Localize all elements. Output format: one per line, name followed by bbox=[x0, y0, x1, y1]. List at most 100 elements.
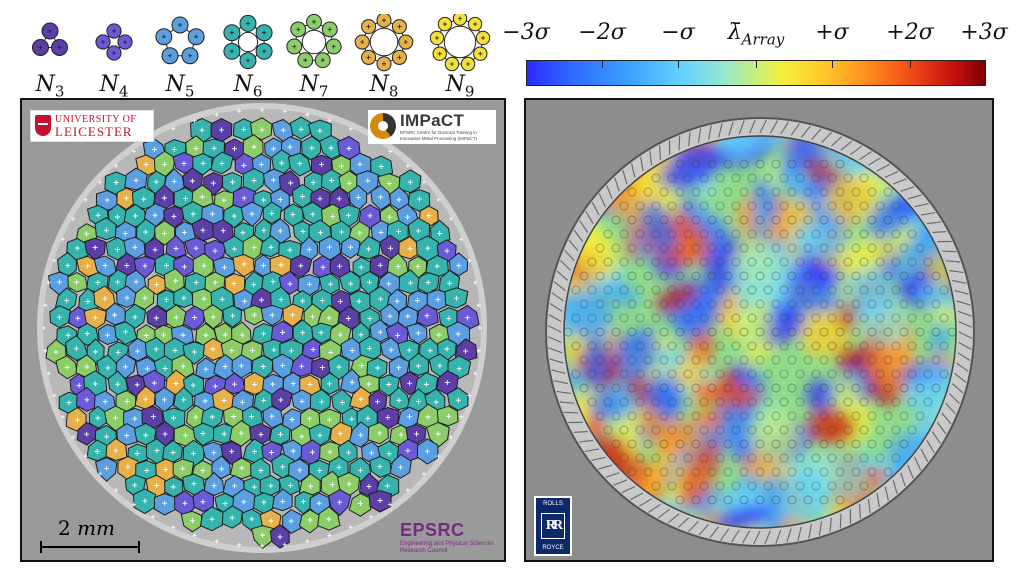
particle-outline bbox=[587, 313, 597, 323]
particle-outline bbox=[755, 243, 765, 253]
particle-outline bbox=[667, 341, 677, 351]
cell-centroid bbox=[115, 279, 121, 285]
particle-outline bbox=[627, 355, 637, 365]
cell-centroid bbox=[316, 500, 322, 506]
particle-outline bbox=[899, 327, 909, 337]
cell-centroid bbox=[152, 212, 158, 218]
cell-centroid bbox=[385, 414, 391, 420]
particle-outline bbox=[747, 397, 757, 407]
cell-centroid bbox=[337, 431, 343, 437]
cell-centroid bbox=[181, 295, 187, 301]
cell-centroid bbox=[133, 279, 139, 285]
rr-top-text: ROLLS bbox=[543, 501, 563, 507]
particle-outline bbox=[611, 215, 621, 225]
particle-outline bbox=[843, 257, 853, 267]
cell-centroid bbox=[278, 297, 284, 303]
cell-centroid bbox=[378, 229, 384, 235]
cell-centroid bbox=[268, 518, 274, 524]
cell-centroid bbox=[241, 195, 247, 201]
rim-texture bbox=[584, 448, 600, 453]
cell-centroid bbox=[269, 450, 274, 455]
particle-outline bbox=[747, 313, 757, 323]
cell-centroid bbox=[444, 380, 450, 386]
cell-centroid bbox=[162, 397, 167, 403]
particle-outline bbox=[587, 341, 597, 351]
particle-outline bbox=[763, 425, 773, 435]
voronoi-cell bbox=[94, 217, 118, 241]
particle-outline bbox=[699, 369, 709, 379]
particle-outline bbox=[819, 355, 829, 365]
particle-outline bbox=[627, 383, 637, 393]
particle-outline bbox=[627, 467, 637, 477]
cell-centroid bbox=[355, 195, 361, 200]
cell-centroid bbox=[151, 380, 157, 386]
voronoi-cell bbox=[192, 153, 213, 176]
heat-blob bbox=[715, 504, 771, 528]
edge-centroid bbox=[467, 258, 472, 263]
particle-outline bbox=[691, 271, 701, 281]
particle-outline bbox=[627, 243, 637, 253]
cell-centroid bbox=[346, 146, 352, 151]
edge-centroid bbox=[388, 149, 393, 154]
particle-outline bbox=[715, 285, 725, 295]
cell-centroid bbox=[396, 397, 402, 403]
rim-texture bbox=[718, 123, 723, 138]
rim-texture bbox=[548, 314, 562, 323]
particle-outline bbox=[907, 229, 917, 239]
particle-outline bbox=[619, 201, 629, 211]
cell-centroid bbox=[143, 333, 149, 338]
particle-outline bbox=[891, 369, 901, 379]
particle-outline bbox=[691, 355, 701, 365]
cell-centroid bbox=[329, 482, 335, 488]
particle-outline bbox=[763, 229, 773, 239]
rim-texture bbox=[667, 513, 680, 524]
n4-motif-icon bbox=[95, 23, 133, 61]
cell-centroid bbox=[415, 363, 421, 369]
particle-outline bbox=[683, 201, 693, 211]
edge-centroid bbox=[171, 525, 176, 530]
particle-outline bbox=[811, 369, 821, 379]
cell-centroid bbox=[231, 281, 237, 286]
particle-outline bbox=[675, 299, 685, 309]
particle-outline bbox=[939, 313, 949, 323]
cell-centroid bbox=[306, 247, 312, 253]
cell-centroid bbox=[387, 313, 393, 319]
legend-label: N7 bbox=[299, 72, 329, 101]
particle-outline bbox=[795, 369, 805, 379]
particle-outline bbox=[811, 201, 821, 211]
particle-outline bbox=[875, 201, 885, 211]
legend-n3: N3 bbox=[20, 14, 80, 106]
particle-outline bbox=[683, 257, 693, 267]
cell-centroid bbox=[307, 517, 313, 523]
rim-texture bbox=[547, 336, 562, 343]
cell-centroid bbox=[259, 127, 265, 133]
particle-outline bbox=[611, 383, 621, 393]
cell-centroid bbox=[229, 448, 235, 454]
particle-outline bbox=[595, 411, 605, 421]
cell-centroid bbox=[395, 264, 401, 269]
rim-texture bbox=[786, 528, 792, 543]
particle-outline bbox=[699, 285, 709, 295]
rim-texture bbox=[957, 352, 971, 361]
cell-centroid bbox=[280, 498, 286, 504]
rim-texture bbox=[800, 125, 811, 138]
heat-blob bbox=[806, 408, 856, 445]
cell-centroid bbox=[222, 501, 228, 507]
edge-centroid bbox=[83, 197, 88, 202]
particle-outline bbox=[611, 327, 621, 337]
particle-outline bbox=[811, 341, 821, 351]
cell-centroid bbox=[277, 228, 283, 234]
particle-outline bbox=[787, 439, 797, 449]
particle-outline bbox=[763, 285, 773, 295]
cell-centroid bbox=[436, 332, 442, 338]
particle-outline bbox=[731, 425, 741, 435]
particle-outline bbox=[619, 369, 629, 379]
particle-outline bbox=[707, 383, 717, 393]
cell-centroid bbox=[190, 382, 196, 388]
rim-texture bbox=[867, 498, 871, 514]
cell-centroid bbox=[300, 499, 306, 505]
particle-outline bbox=[715, 397, 725, 407]
cell-centroid bbox=[209, 516, 215, 522]
cell-centroid bbox=[95, 280, 101, 285]
heat-blob bbox=[564, 440, 580, 487]
